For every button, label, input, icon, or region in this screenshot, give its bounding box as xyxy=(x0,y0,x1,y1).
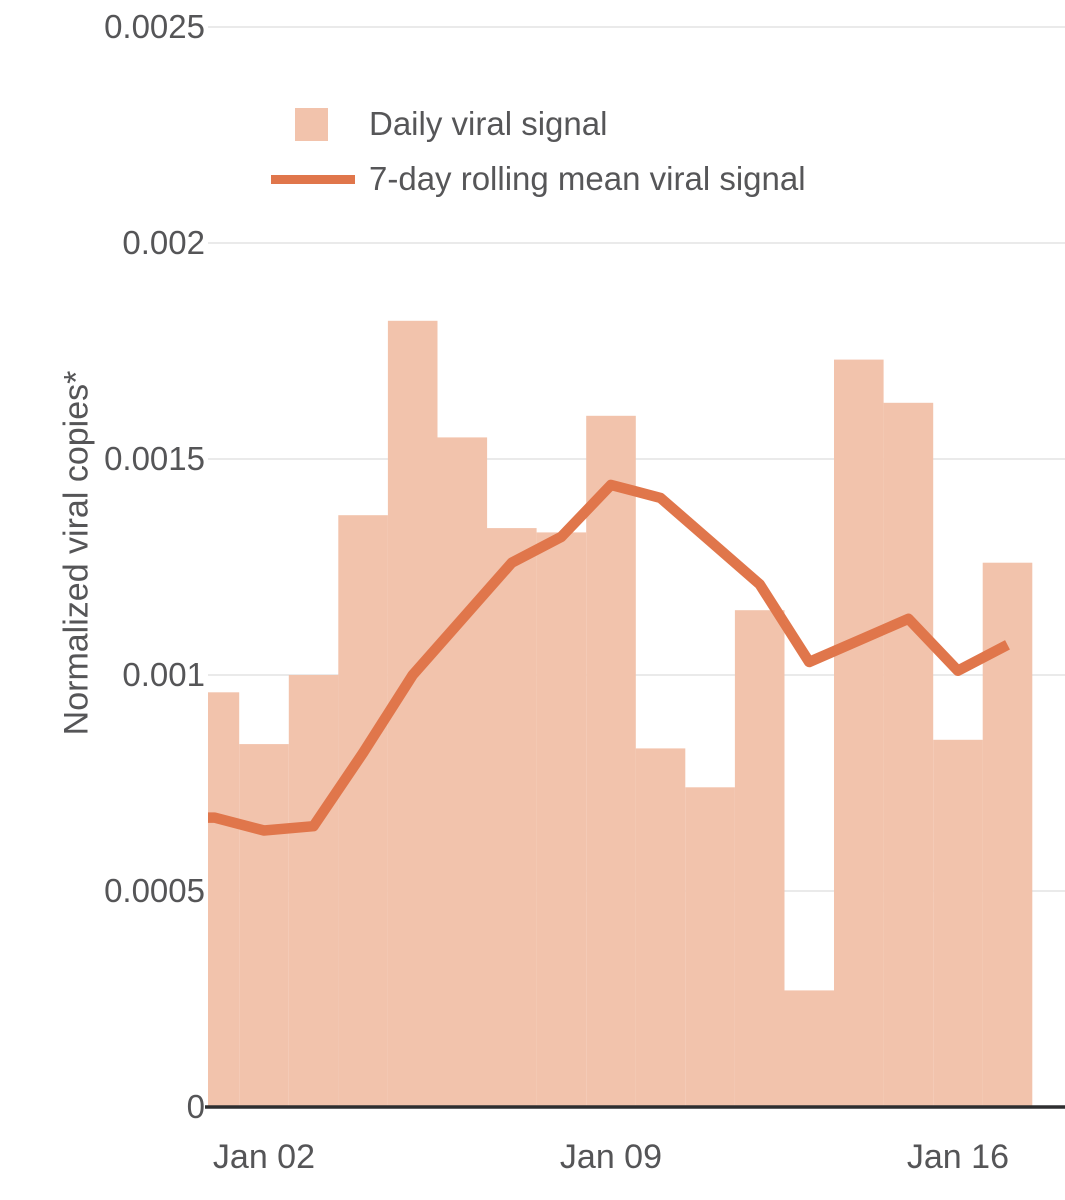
legend-label-daily-viral-signal: Daily viral signal xyxy=(369,105,608,142)
bar-jan-02 xyxy=(239,744,289,1107)
y-tick-label-0.002: 0.002 xyxy=(122,224,205,261)
y-tick-label-0.0015: 0.0015 xyxy=(104,440,205,477)
x-tick-label-jan-02: Jan 02 xyxy=(212,1138,316,1176)
legend-label-rolling-mean: 7-day rolling mean viral signal xyxy=(369,160,806,197)
y-tick-label-0.0005: 0.0005 xyxy=(104,872,205,909)
rolling-mean-line xyxy=(208,479,1010,836)
bar-jan-03 xyxy=(288,675,339,1107)
y-axis-title: Normalized viral copies* xyxy=(57,370,96,736)
bar-jan-11 xyxy=(685,787,735,1107)
bar-jan-16 xyxy=(933,739,983,1107)
bar-jan-12 xyxy=(734,610,785,1107)
bar-jan-14 xyxy=(834,359,884,1108)
legend-item-daily-viral-signal[interactable]: Daily viral signal xyxy=(295,105,607,143)
y-tick-label-0: 0 xyxy=(186,1088,205,1125)
bar-jan-05 xyxy=(387,320,438,1107)
bar-jan-13 xyxy=(784,990,835,1107)
bar-jan-10 xyxy=(635,748,686,1107)
bar-swatch-icon xyxy=(295,107,328,141)
bar-jan-07 xyxy=(487,528,537,1107)
bar-jan-09 xyxy=(586,415,636,1107)
bar-jan-15 xyxy=(883,402,934,1107)
x-tick-label-jan-09: Jan 09 xyxy=(559,1138,662,1176)
legend-item-rolling-mean[interactable]: 7-day rolling mean viral signal xyxy=(271,160,806,198)
bar-jan-08 xyxy=(536,532,587,1107)
bar-jan-04 xyxy=(338,515,388,1107)
y-tick-label-0.0025: 0.0025 xyxy=(104,8,205,45)
line-swatch-icon xyxy=(271,174,355,184)
y-tick-label-0.001: 0.001 xyxy=(122,656,205,693)
bar-jan-06 xyxy=(437,437,488,1107)
bar-jan-01 xyxy=(208,692,240,1107)
x-tick-label-jan-16: Jan 16 xyxy=(906,1138,1009,1176)
bar-jan-17 xyxy=(982,562,1033,1107)
